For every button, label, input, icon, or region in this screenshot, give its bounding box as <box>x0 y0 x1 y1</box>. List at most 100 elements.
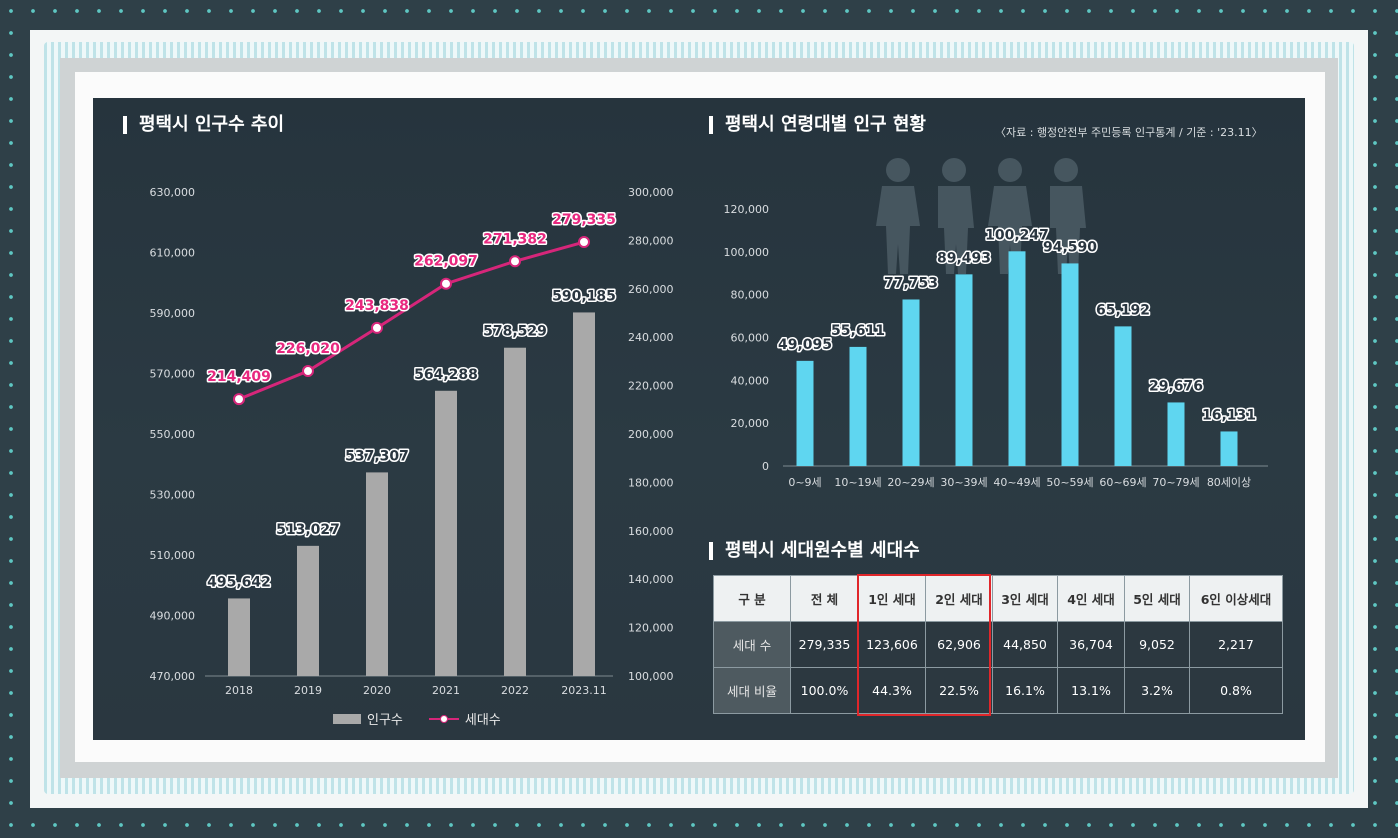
population-bar-label: 513,027 <box>276 522 340 538</box>
table-cell: 44.3% <box>858 667 926 714</box>
x-tick-label: 2022 <box>501 684 529 697</box>
left-y-tick-label: 590,000 <box>150 307 196 320</box>
legend-line-swatch <box>428 714 459 724</box>
table-cell: 16.1% <box>992 667 1058 714</box>
left-y-tick-label: 490,000 <box>150 610 196 623</box>
age-x-tick-label: 40~49세 <box>993 476 1040 489</box>
left-chart-title: 평택시 인구수 추이 <box>123 116 284 134</box>
households-label: 214,409 <box>207 369 271 385</box>
left-y-tick-label: 550,000 <box>150 428 196 441</box>
age-bar <box>1061 263 1079 466</box>
age-bar-label-outline: 89,493 <box>937 250 991 266</box>
age-bar-label-outline: 16,131 <box>1202 407 1256 423</box>
table-row: 세대 수 279,335 123,606 62,906 44,850 36,70… <box>713 621 1283 668</box>
households-label-outline: 226,020 <box>276 341 340 357</box>
right-y-tick-label: 140,000 <box>628 573 674 586</box>
right-chart-title: 평택시 연령대별 인구 현황 <box>709 116 926 134</box>
table-cell: 3.2% <box>1124 667 1190 714</box>
age-bar <box>1220 431 1238 466</box>
table-cell: 62,906 <box>925 621 993 668</box>
age-y-tick-label: 60,000 <box>731 332 770 345</box>
age-bar-label-outline: 94,590 <box>1043 239 1097 255</box>
age-x-tick-label: 10~19세 <box>834 476 881 489</box>
age-bar-label-outline: 55,611 <box>831 323 885 339</box>
households-label-outline: 243,838 <box>345 298 409 314</box>
population-bar <box>504 347 526 676</box>
households-point <box>302 365 314 378</box>
right-y-tick-label: 300,000 <box>628 186 674 199</box>
right-y-tick-label: 180,000 <box>628 476 674 489</box>
age-x-tick-label: 80세이상 <box>1207 476 1251 489</box>
age-population-chart: 0 20,000 40,000 60,000 80,000 100,000 120,000 0… <box>724 203 1268 489</box>
table-cell: 0.8% <box>1189 667 1283 714</box>
table-header-cell: 3인 세대 <box>992 575 1058 622</box>
right-y-tick-label: 160,000 <box>628 525 674 538</box>
x-tick-label: 2018 <box>225 684 253 697</box>
table-header-cell: 5인 세대 <box>1124 575 1190 622</box>
table-row-label: 세대 비율 <box>713 667 791 714</box>
age-bar <box>955 274 973 466</box>
legend-bar-label: 인구수 <box>367 713 403 728</box>
age-bar-label: 100,247 <box>985 227 1049 243</box>
table-cell: 9,052 <box>1124 621 1190 668</box>
right-y-tick-label: 220,000 <box>628 380 674 393</box>
households-label: 262,097 <box>414 254 478 270</box>
population-bar-label-outline: 513,027 <box>276 522 340 538</box>
age-bar <box>796 360 814 466</box>
people-silhouette-icon <box>876 158 1086 274</box>
table-header-row: 구 분 전 체 1인 세대 2인 세대 3인 세대 4인 세대 5인 세대 6인… <box>713 575 1283 622</box>
population-bar <box>228 598 250 676</box>
age-bar <box>1114 326 1132 466</box>
households-point <box>578 236 590 249</box>
left-y-tick-label: 530,000 <box>150 489 196 502</box>
left-y-tick-label: 510,000 <box>150 549 196 562</box>
age-bar-label: 16,131 <box>1202 407 1256 423</box>
households-point <box>509 255 521 268</box>
right-y-tick-label: 280,000 <box>628 234 674 247</box>
households-label: 226,020 <box>276 341 340 357</box>
left-y-tick-label: 630,000 <box>150 186 196 199</box>
x-tick-label: 2023.11 <box>561 684 607 697</box>
age-bar-label: 94,590 <box>1043 239 1097 255</box>
table-cell: 22.5% <box>925 667 993 714</box>
age-y-tick-label: 120,000 <box>724 203 770 216</box>
households-point <box>371 321 383 334</box>
households-label-outline: 214,409 <box>207 369 271 385</box>
legend-bar-swatch <box>333 713 361 724</box>
households-label-outline: 271,382 <box>483 231 547 247</box>
table-header-cell: 4인 세대 <box>1057 575 1125 622</box>
households-line <box>238 240 585 401</box>
table-cell: 36,704 <box>1057 621 1125 668</box>
table-header-cell: 1인 세대 <box>858 575 926 622</box>
population-bar-label: 578,529 <box>483 324 547 340</box>
households-point <box>233 393 245 406</box>
left-y-tick-label: 610,000 <box>150 247 196 260</box>
age-bar-label: 65,192 <box>1096 302 1150 318</box>
table-row-label: 세대 수 <box>713 621 791 668</box>
population-bar-label-outline: 590,185 <box>552 288 616 304</box>
right-y-tick-label: 240,000 <box>628 331 674 344</box>
x-tick-label: 2020 <box>363 684 391 697</box>
households-label: 243,838 <box>345 298 409 314</box>
table-title: 평택시 세대원수별 세대수 <box>709 542 920 560</box>
table-corner-cell: 구 분 <box>713 575 791 622</box>
legend-line-label: 세대수 <box>464 713 501 728</box>
age-bar <box>902 299 920 466</box>
households-label-outline: 262,097 <box>414 254 478 270</box>
population-bar-label-outline: 495,642 <box>207 574 271 590</box>
population-bar-label: 495,642 <box>207 574 271 590</box>
age-x-tick-label: 30~39세 <box>940 476 987 489</box>
x-tick-label: 2019 <box>294 684 322 697</box>
households-point <box>440 277 452 290</box>
population-bar-label: 564,288 <box>414 367 478 383</box>
left-chart-legend: 인구수 세대수 <box>333 709 501 728</box>
right-y-tick-label: 260,000 <box>628 283 674 296</box>
x-tick-label: 2021 <box>432 684 460 697</box>
age-y-tick-label: 100,000 <box>724 246 770 259</box>
table-cell: 123,606 <box>858 621 926 668</box>
age-bar-label-outline: 77,753 <box>884 275 938 291</box>
infographic-panel: 평택시 인구수 추이 평택시 연령대별 인구 현황 〈자료 : 행정안전부 주민… <box>93 98 1305 740</box>
households-label: 279,335 <box>552 212 616 228</box>
population-bar-label-outline: 537,307 <box>345 448 409 464</box>
table-cell: 44,850 <box>992 621 1058 668</box>
